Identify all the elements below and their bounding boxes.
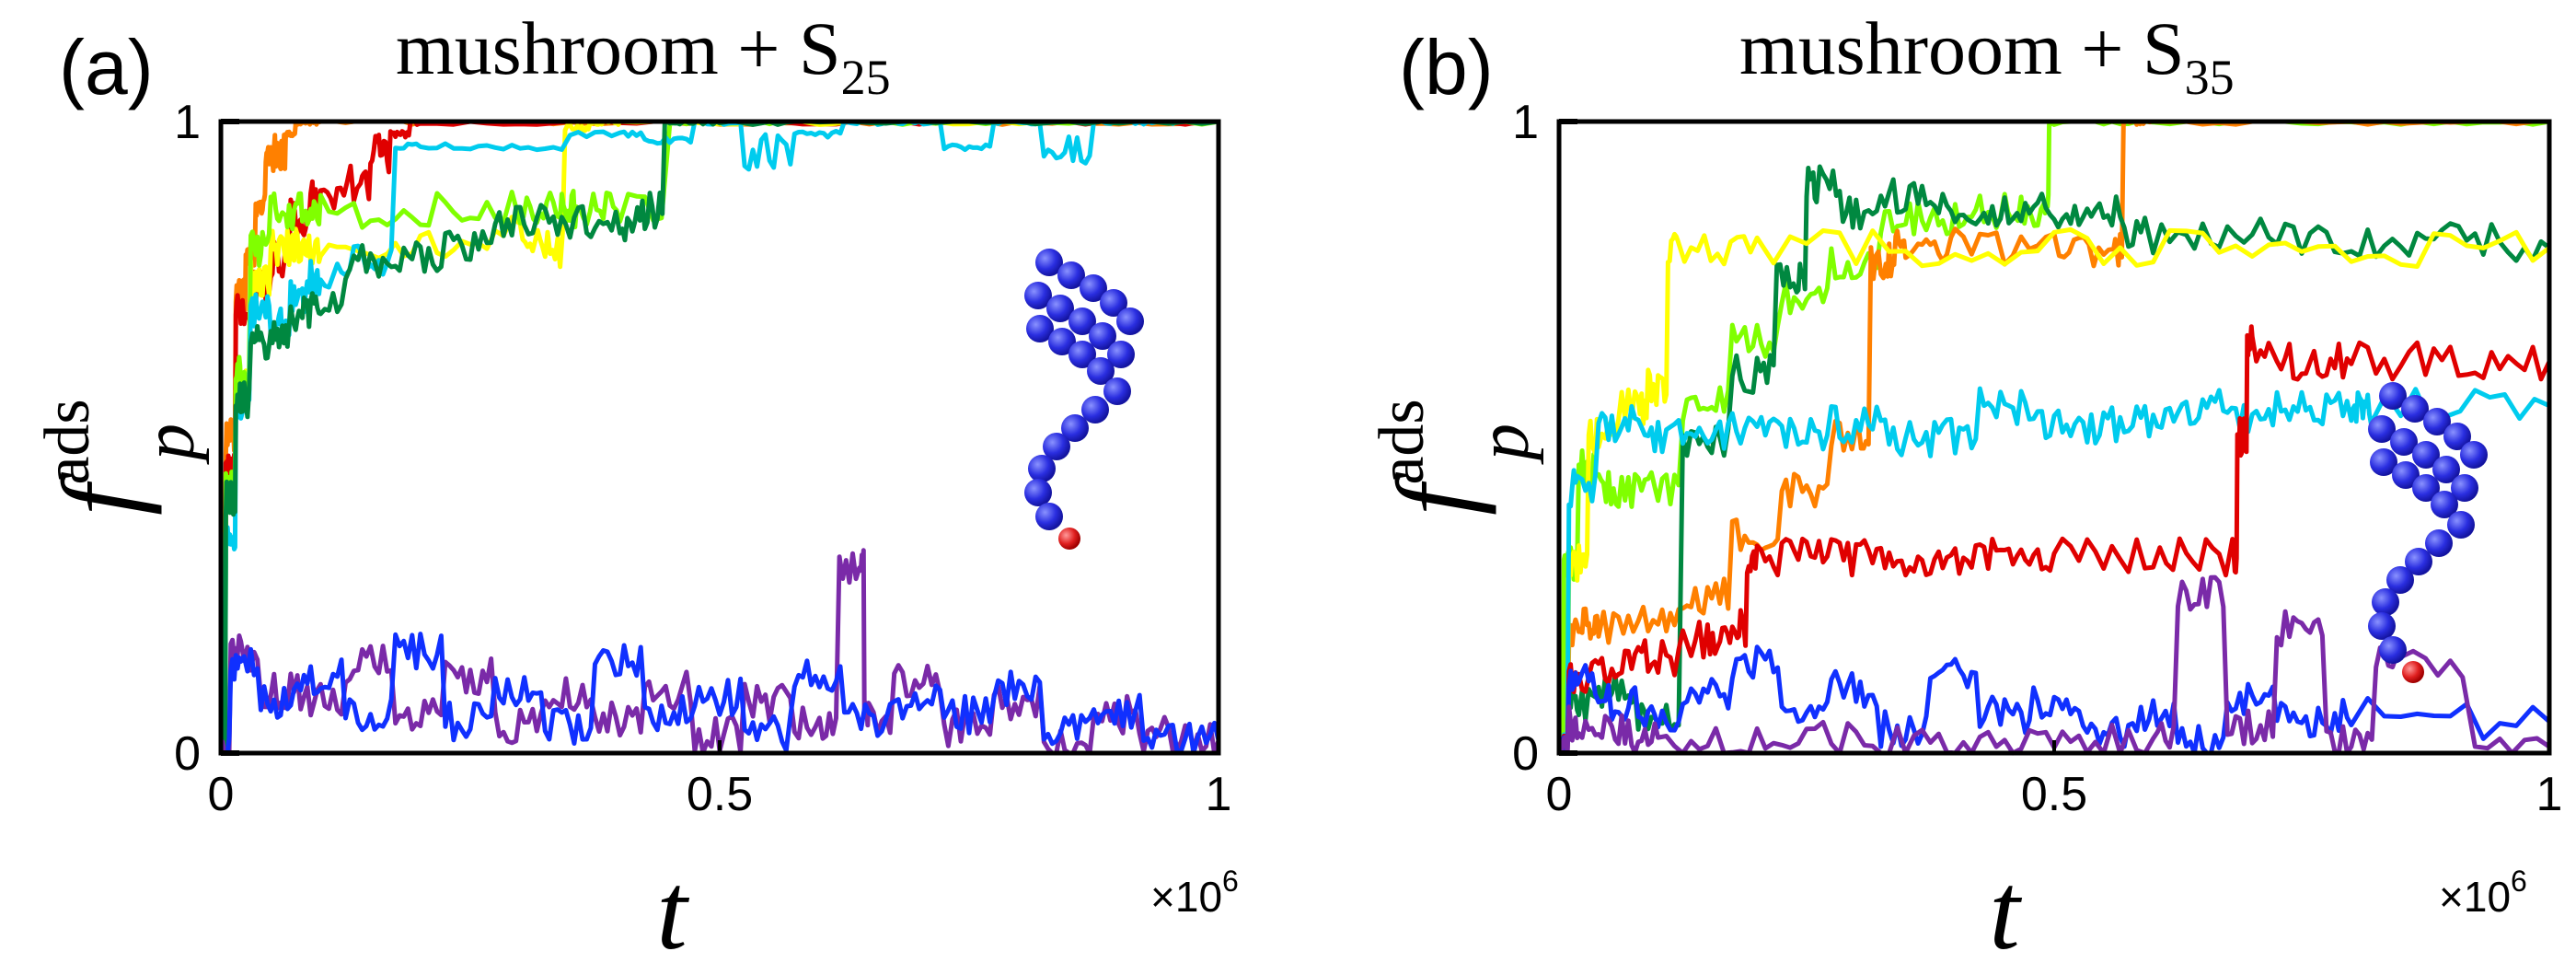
plot-area-a: 0 0.5 1 0 1: [174, 96, 1231, 821]
chart-title-b-text: mushroom + S: [1739, 6, 2185, 90]
molecule-bead: [2370, 448, 2397, 476]
molecule-bead: [2412, 441, 2440, 469]
molecule-bead: [2423, 408, 2451, 435]
molecule-bead: [2379, 636, 2407, 664]
y-tick-label-b-0: 0: [1512, 727, 1539, 781]
molecule-bead: [1080, 274, 1107, 302]
series-line-a-7: [220, 632, 1221, 756]
molecule-bead: [2412, 474, 2440, 502]
molecule-bead: [1087, 357, 1115, 385]
molecule-bead: [1069, 307, 1096, 335]
molecule-bead: [2425, 529, 2453, 557]
molecule-bead: [1061, 414, 1089, 442]
x-multiplier-a: ×106: [1150, 864, 1239, 921]
series-line-b-6: [1557, 644, 2551, 756]
y-axis-label-a-sup: ads: [32, 399, 103, 484]
x-tick-label-a-1: 0.5: [687, 768, 753, 821]
molecule-bead: [2368, 612, 2396, 640]
molecule-bead: [2390, 428, 2418, 456]
x-tick-label-b-1: 0.5: [2021, 768, 2087, 821]
panel-b: (b) mushroom + S35 fads p 0 0.5 1 0 1 t ×106: [1367, 6, 2562, 963]
molecule-bead: [1081, 396, 1109, 423]
x-axis-label-a: t: [656, 850, 689, 963]
molecule-bead: [2451, 474, 2478, 502]
y-tick-label-a-1: 1: [174, 96, 201, 149]
series-line-b-3: [1558, 226, 2551, 756]
x-tick-label-b-2: 1: [2536, 768, 2563, 821]
molecule-bead: [2379, 382, 2407, 410]
molecule-bead: [1043, 433, 1070, 460]
molecule-bead: [1069, 341, 1096, 368]
chart-title-b: mushroom + S35: [1739, 6, 2235, 105]
molecule-bead: [1024, 282, 1052, 309]
panel-label-a: (a): [59, 24, 154, 110]
y-axis-label-b-sup: ads: [1367, 399, 1438, 484]
molecule-bead: [2368, 415, 2396, 443]
molecule-bead: [1035, 503, 1063, 530]
molecule-bead: [1057, 261, 1085, 289]
chart-title-a-subscript: 25: [841, 50, 891, 105]
chart-title-a: mushroom + S25: [396, 6, 891, 105]
molecule-bead: [1028, 455, 1056, 482]
y-axis-label-b: fads p: [1367, 399, 1544, 516]
y-axis-label-b-sub: p: [1463, 423, 1544, 465]
molecule-bead: [2372, 588, 2399, 616]
molecule-bead: [1116, 307, 1144, 335]
x-tick-label-a-2: 1: [1206, 768, 1232, 821]
series-line-b-5: [1556, 324, 2552, 756]
chart-title-b-subscript: 35: [2185, 50, 2235, 105]
molecule-bead: [1024, 479, 1052, 506]
panel-label-b: (b): [1399, 24, 1494, 110]
molecule-bead: [2460, 441, 2488, 469]
molecule-bead: [1035, 249, 1063, 276]
molecule-bead: [1026, 315, 1054, 342]
molecule-bead: [2392, 461, 2420, 489]
molecule-bead: [1089, 322, 1116, 350]
molecule-bead: [2386, 566, 2414, 594]
plot-area-b: 0 0.5 1 0 1: [1512, 96, 2562, 821]
molecule-bead: [1100, 289, 1127, 317]
y-tick-label-b-1: 1: [1512, 96, 1539, 149]
molecule-bead: [2432, 456, 2460, 483]
chart-title-a-text: mushroom + S: [396, 6, 841, 90]
x-multiplier-b: ×106: [2439, 864, 2527, 921]
mushroom-molecule-inset-b: [2368, 382, 2488, 683]
x-tick-label-a-0: 0: [208, 768, 235, 821]
molecule-anchor-bead: [2402, 661, 2424, 683]
molecule-bead: [2405, 548, 2432, 575]
molecule-bead: [2447, 511, 2475, 539]
molecule-bead: [1107, 341, 1135, 368]
molecule-bead: [2401, 395, 2429, 423]
molecule-bead: [1048, 328, 1076, 355]
series-line-b-7: [1558, 574, 2551, 756]
molecule-anchor-bead: [1058, 528, 1080, 550]
series-line-b-4: [1558, 386, 2551, 756]
molecule-bead: [2431, 491, 2458, 518]
series-line-b-1: [1558, 119, 2549, 756]
y-tick-label-a-0: 0: [174, 727, 201, 781]
molecule-bead: [1103, 377, 1131, 405]
molecule-bead: [2443, 423, 2471, 450]
panel-a: (a) mushroom + S25 fads p 0 0.5 1 0 1 t ×106: [32, 6, 1239, 963]
molecule-bead: [1046, 295, 1074, 322]
y-axis-label-a: fads p: [32, 399, 210, 516]
y-axis-label-a-sub: p: [129, 423, 210, 465]
mushroom-molecule-inset-a: [1024, 249, 1144, 550]
x-axis-label-b: t: [1989, 850, 2022, 963]
x-tick-label-b-0: 0: [1546, 768, 1573, 821]
